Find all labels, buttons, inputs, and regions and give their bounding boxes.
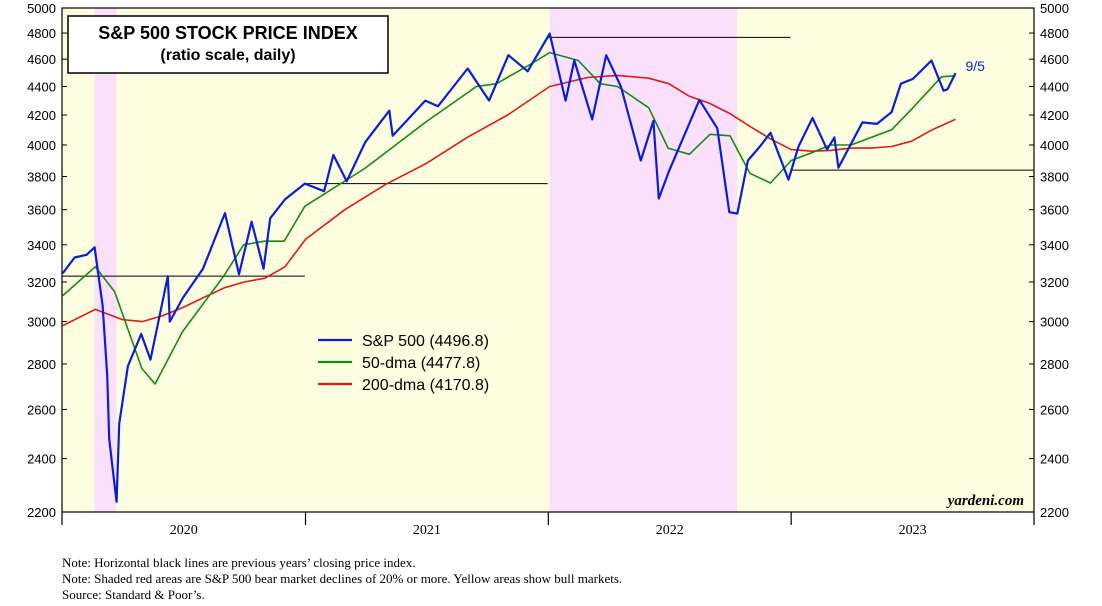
note-source: Source: Standard & Poor’s. <box>62 587 205 602</box>
x-tick-label: 2021 <box>413 523 441 538</box>
y-tick-label-left: 4600 <box>27 52 56 67</box>
y-tick-label-right: 2600 <box>1040 402 1069 417</box>
y-tick-label-right: 4400 <box>1040 79 1069 94</box>
sp500-line <box>61 32 957 503</box>
market-shading <box>62 8 1034 512</box>
y-tick-label-right: 3200 <box>1040 275 1069 290</box>
y-tick-label-right: 3600 <box>1040 203 1069 218</box>
y-tick-label-left: 5000 <box>27 1 56 16</box>
note-horizontal-lines: Note: Horizontal black lines are previou… <box>62 555 416 570</box>
y-tick-label-left: 4200 <box>27 108 56 123</box>
bull-market-area <box>62 8 1034 512</box>
y-tick-label-left: 4400 <box>27 79 56 94</box>
y-tick-label-left: 3800 <box>27 169 56 184</box>
y-tick-label-left: 2400 <box>27 452 56 467</box>
y-tick-label-right: 4000 <box>1040 138 1069 153</box>
y-tick-label-left: 3600 <box>27 203 56 218</box>
y-tick-label-right: 4200 <box>1040 108 1069 123</box>
legend: S&P 500 (4496.8) 50-dma (4477.8) 200-dma (… <box>318 333 489 394</box>
chart-subtitle: (ratio scale, daily) <box>160 47 295 64</box>
y-tick-label-left: 4000 <box>27 138 56 153</box>
previous-year-close-lines <box>62 36 1034 277</box>
chart-title: S&P 500 STOCK PRICE INDEX <box>98 23 357 43</box>
y-tick-label-left: 3200 <box>27 275 56 290</box>
legend-sp500-label: S&P 500 (4496.8) <box>362 333 489 350</box>
y-tick-label-right: 5000 <box>1040 1 1069 16</box>
y-tick-label-left: 2800 <box>27 357 56 372</box>
y-tick-label-left: 2600 <box>27 402 56 417</box>
y-tick-label-right: 2200 <box>1040 505 1069 520</box>
x-tick-label: 2023 <box>899 523 927 538</box>
y-tick-label-left: 3000 <box>27 315 56 330</box>
y-tick-label-left: 3400 <box>27 238 56 253</box>
axes: 2200 2200 2400 2400 2600 2600 2800 2800 3000 3000… <box>27 1 1069 538</box>
y-tick-label-right: 3400 <box>1040 238 1069 253</box>
x-tick-label: 2020 <box>170 523 198 538</box>
y-tick-label-right: 3800 <box>1040 169 1069 184</box>
latest-date-label: 9/5 <box>965 58 985 74</box>
y-tick-label-right: 3000 <box>1040 315 1069 330</box>
y-tick-label-left: 4800 <box>27 26 56 41</box>
title-box: S&P 500 STOCK PRICE INDEX (ratio scale, … <box>67 15 389 74</box>
legend-dma200-label: 200-dma (4170.8) <box>362 377 489 394</box>
series-lines <box>61 32 957 503</box>
watermark: yardeni.com <box>946 493 1024 509</box>
y-tick-label-right: 4800 <box>1040 26 1069 41</box>
legend-dma50-label: 50-dma (4477.8) <box>362 355 480 372</box>
dma50-line <box>62 51 956 385</box>
y-tick-label-right: 2400 <box>1040 452 1069 467</box>
y-tick-label-right: 4600 <box>1040 52 1069 67</box>
bear-market-area <box>94 8 117 512</box>
note-shaded-areas: Note: Shaded red areas are S&P 500 bear … <box>62 571 623 586</box>
y-tick-label-left: 2200 <box>27 505 56 520</box>
bear-market-area <box>549 8 738 512</box>
y-tick-label-right: 2800 <box>1040 357 1069 372</box>
x-tick-label: 2022 <box>656 523 684 538</box>
